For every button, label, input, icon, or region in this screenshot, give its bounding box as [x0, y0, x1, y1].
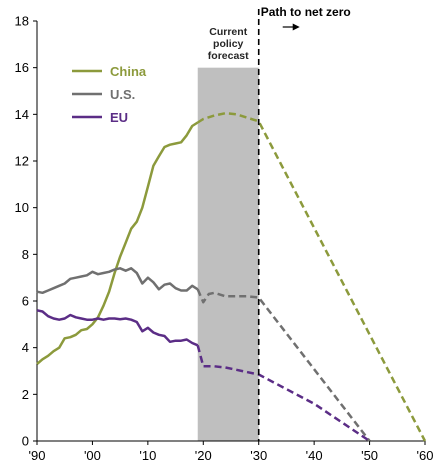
x-tick-label: '40 — [306, 448, 323, 463]
x-tick-label: '10 — [139, 448, 156, 463]
x-tick-label: '90 — [29, 448, 46, 463]
y-tick-label: 0 — [22, 434, 29, 449]
shaded-region-label-line-2: policy — [213, 38, 244, 50]
legend-label-china: China — [110, 64, 147, 79]
legend-label-u-s: U.S. — [110, 87, 135, 102]
y-tick-label: 2 — [22, 387, 29, 402]
x-tick-label: '00 — [84, 448, 101, 463]
y-tick-label: 8 — [22, 247, 29, 262]
y-tick-label: 18 — [15, 14, 29, 29]
china-projected-line — [197, 111, 427, 442]
x-tick-label: '60 — [417, 448, 434, 463]
u-s-historical-line — [36, 267, 199, 295]
legend: China U.S. EU — [72, 64, 147, 125]
series-layer — [36, 111, 427, 443]
x-tick-label: '30 — [250, 448, 267, 463]
y-tick-label: 6 — [22, 294, 29, 309]
legend-label-eu: EU — [110, 110, 128, 125]
u-s-projected-line — [196, 288, 371, 442]
y-axis-ticks: 0 2 4 6 8 10 12 14 16 18 — [15, 14, 37, 449]
right-arrow-icon — [282, 23, 300, 31]
x-tick-label: '50 — [361, 448, 378, 463]
shaded-region-label: Current policy forecast — [208, 26, 249, 62]
y-tick-label: 16 — [15, 60, 29, 75]
y-tick-label: 10 — [15, 200, 29, 215]
y-tick-label: 14 — [15, 107, 29, 122]
current-policy-forecast-region — [197, 67, 259, 442]
path-to-net-zero-label: Path to net zero — [261, 5, 351, 19]
x-tick-label: '20 — [195, 448, 212, 463]
arrow-head — [292, 23, 300, 31]
eu-historical-line — [36, 309, 199, 347]
china-historical-line — [36, 121, 199, 365]
y-tick-label: 4 — [22, 340, 29, 355]
shaded-region-label-line-3: forecast — [208, 50, 249, 62]
shaded-region-label-line-1: Current — [209, 26, 247, 38]
y-tick-label: 12 — [15, 154, 29, 169]
x-axis-ticks: '90 '00 '10 '20 '30 '40 '50 '60 — [29, 441, 434, 463]
eu-projected-line — [196, 344, 371, 443]
